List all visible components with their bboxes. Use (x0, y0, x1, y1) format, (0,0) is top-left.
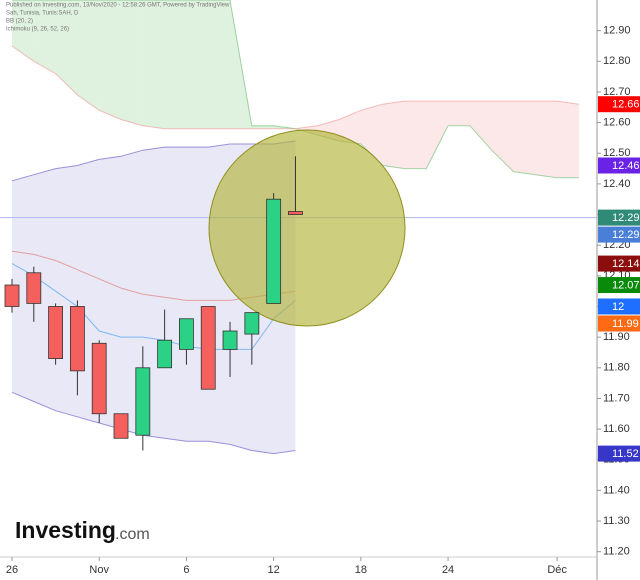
price-label: 12.29 (612, 229, 640, 241)
candle-body (91, 342, 107, 415)
cloud-span (11, 45, 579, 130)
baseline-line (11, 263, 296, 350)
price-label-box (598, 209, 640, 226)
cloud-fill (448, 101, 470, 126)
cloud-fill (491, 101, 514, 172)
cloud-fill (121, 0, 143, 126)
cloud-fill (186, 0, 209, 129)
price-label: 12.46 (612, 160, 640, 172)
fills (12, 0, 579, 454)
price-label-box (598, 96, 640, 113)
cloud-fill (360, 104, 383, 166)
logo-suffix: .com (115, 526, 150, 543)
price-label: 12.14 (612, 258, 640, 270)
y-tick-label: 11.30 (603, 515, 630, 527)
indicator-label: BB (20, 2) (6, 19, 33, 25)
x-tick-label: 18 (355, 564, 367, 576)
cloud-fill (99, 0, 121, 120)
header: Published on Investing.com, 13/Nov/2020 … (6, 3, 230, 9)
x-tick-label: 12 (268, 564, 280, 576)
price-label-box (598, 445, 640, 462)
y-tick-label: 11.80 (603, 362, 630, 374)
candle-body (288, 211, 303, 215)
lines (0, 0, 597, 455)
x-tick-label: 24 (442, 564, 454, 576)
cloud-fill (208, 0, 230, 129)
candle-body (135, 367, 151, 436)
price-label-box (598, 298, 640, 315)
y-tick-label: 12.60 (603, 117, 631, 129)
price-label: 12 (612, 301, 624, 313)
price-label-box (598, 157, 640, 174)
price-label-box (598, 315, 640, 332)
cloud-fill (251, 125, 274, 129)
band-line (11, 140, 296, 182)
indicator-label: Ichimoku (9, 26, 52, 26) (6, 27, 69, 33)
symbol: Sah, Tunisia, Tunis:SAH, D (6, 11, 79, 17)
candle-body (48, 306, 64, 359)
logo: Investing (15, 517, 116, 543)
cloud-fill (142, 0, 165, 129)
cloud-fill (469, 101, 492, 151)
cloud-fill (557, 101, 579, 178)
highlight-circle (208, 129, 406, 327)
cloud-fill (513, 101, 536, 175)
price-label: 12.66 (612, 99, 640, 111)
candles (4, 156, 303, 451)
y-tick-label: 11.90 (603, 331, 630, 343)
candle-body (157, 339, 173, 369)
price-label-box (598, 226, 640, 243)
cloud-fill (382, 101, 405, 169)
y-tick-label: 12.70 (603, 86, 631, 98)
price-label: 11.99 (612, 318, 639, 330)
y-tick-label: 12.50 (603, 147, 631, 159)
candle-body (4, 284, 20, 307)
cloud-fill (339, 110, 361, 144)
price-label-box (598, 255, 640, 272)
x-tick-label: 6 (183, 564, 189, 576)
cloud-fill (426, 101, 449, 169)
axes: 11.2011.3011.4011.5011.6011.7011.8011.90… (6, 25, 640, 576)
candle-body (200, 306, 216, 390)
y-tick-label: 12.90 (603, 25, 631, 37)
candle-body (266, 198, 282, 304)
price-label: 12.07 (612, 279, 640, 291)
cloud-fill (12, 0, 34, 62)
y-tick-label: 11.70 (603, 392, 630, 404)
candle-body (244, 312, 260, 335)
candle-body (179, 318, 194, 350)
x-tick-label: 26 (6, 564, 18, 576)
price-label: 11.52 (612, 448, 639, 460)
price-label-box (598, 277, 640, 294)
y-tick-label: 12.40 (603, 178, 631, 190)
band-line (11, 391, 296, 455)
x-tick-label: Déc (547, 564, 567, 576)
candle-body (222, 330, 238, 350)
cloud-fill (55, 0, 78, 95)
price-label: 12.29 (612, 212, 640, 224)
candle-body (26, 272, 42, 304)
cloud-fill (77, 0, 100, 111)
y-tick-label: 11.60 (603, 423, 630, 435)
candle-body (70, 306, 85, 372)
cloud-fill (404, 101, 427, 169)
y-tick-label: 11.20 (603, 546, 630, 558)
x-tick-label: Nov (89, 564, 109, 576)
candle-body (113, 413, 129, 439)
cloud-fill (535, 101, 558, 178)
cloud-fill (164, 0, 187, 129)
cloud-fill (33, 0, 56, 74)
y-tick-label: 12.80 (603, 55, 631, 67)
y-tick-label: 11.40 (603, 484, 630, 496)
